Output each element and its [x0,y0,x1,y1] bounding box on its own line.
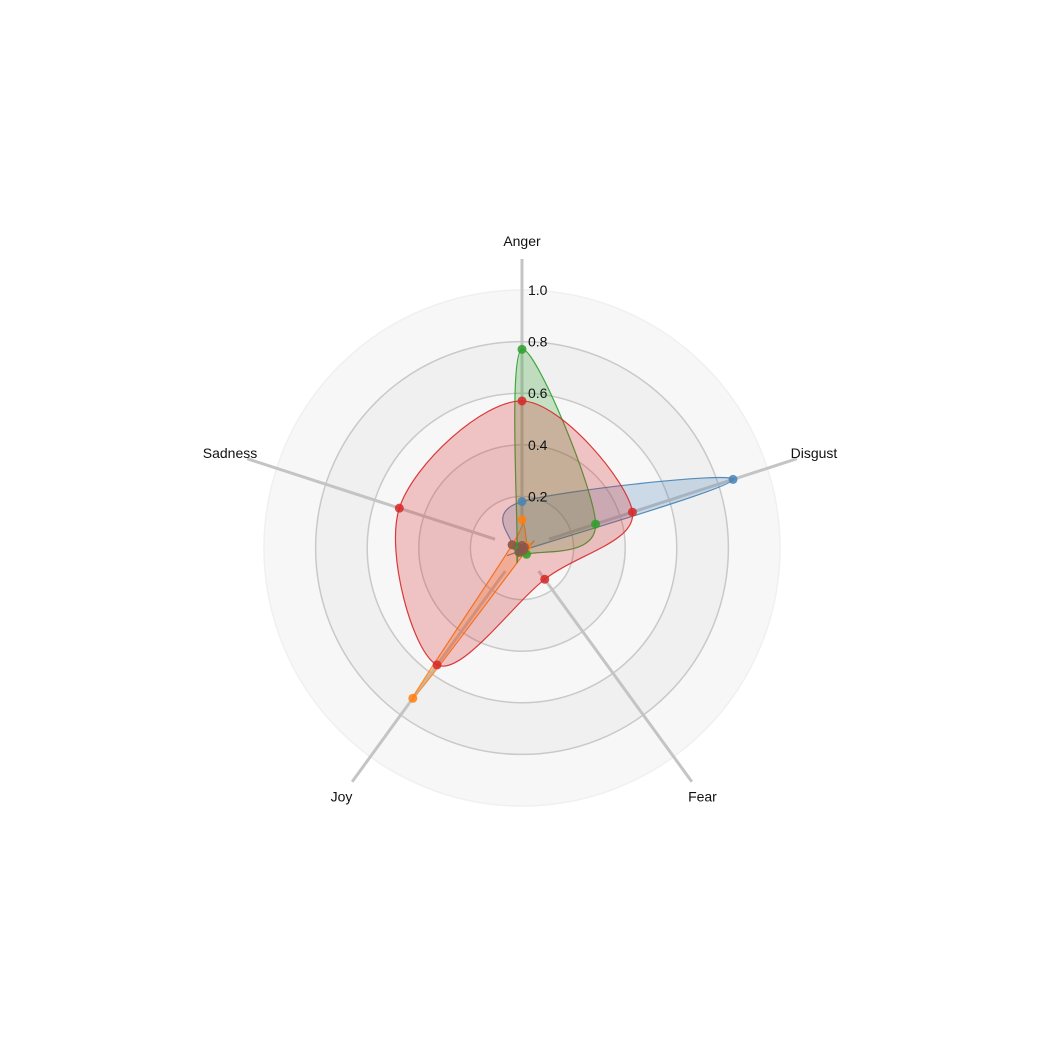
radial-tick-labels: 0.2 0.4 0.6 0.8 1.0 [528,282,548,504]
data-point-s3-disgust [591,519,601,529]
axis-label-disgust: Disgust [791,445,838,461]
axis-label-joy: Joy [331,788,353,804]
data-point-s5-sadness [507,540,517,550]
data-point-s1-anger [517,497,527,507]
series-layer [394,348,734,699]
radial-tick-label: 0.2 [528,488,548,504]
axis-spoke-fear [537,570,694,783]
data-point-s5-joy [514,547,524,557]
axis-spoke-disgust [548,457,798,541]
axis-label-fear: Fear [688,788,717,804]
axis-spoke-joy [350,570,507,783]
axis-label-anger: Anger [503,233,541,249]
axis-label-sadness: Sadness [203,445,257,461]
data-point-s4-disgust [627,507,637,517]
data-point-s4-joy [432,660,442,670]
radial-tick-label: 0.6 [528,385,548,401]
axis-labels: Anger Disgust Fear Joy Sadness [203,233,838,804]
axis-spokes [246,259,798,783]
data-point-s4-fear [540,574,550,584]
data-point-s4-anger [517,396,527,406]
radial-tick-label: 0.4 [528,437,548,453]
series-area-4 [394,400,634,667]
radial-tick-label: 0.8 [528,334,548,350]
data-point-s2-anger [517,515,527,525]
data-points [394,344,738,703]
data-point-s1-disgust [728,474,738,484]
axis-spoke-sadness [246,457,496,541]
data-point-s2-joy [408,693,418,703]
radial-tick-label: 1.0 [528,282,548,298]
data-point-s4-sadness [394,503,404,513]
data-point-s3-anger [517,344,527,354]
